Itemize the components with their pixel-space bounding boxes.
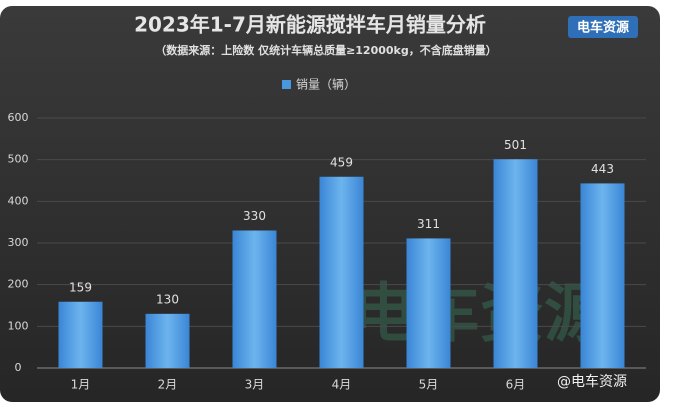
bar [580,183,625,368]
x-tick-label: 5月 [419,378,439,392]
credit: @电车资源 [557,373,627,390]
x-tick-label: 4月 [332,378,352,392]
value-label: 330 [243,209,266,223]
y-tick-label: 200 [8,278,29,291]
bar [493,159,538,368]
value-label: 130 [156,292,179,306]
value-label: 311 [417,217,440,231]
bar [58,301,103,368]
y-tick-label: 0 [15,361,22,374]
bar [406,238,451,368]
value-label: 159 [69,280,92,294]
bar [232,230,277,368]
x-tick-label: 3月 [245,378,265,392]
legend-label: 销量（辆） [296,78,356,92]
value-label: 443 [591,162,614,176]
x-tick-label: 6月 [506,378,526,392]
y-tick-label: 400 [8,194,29,207]
value-label: 459 [330,155,353,169]
value-label: 501 [504,138,527,152]
bar [145,313,190,368]
x-tick-label: 1月 [71,378,91,392]
y-tick-label: 500 [8,153,29,166]
y-tick-label: 100 [8,319,29,332]
x-tick-label: 2月 [158,378,178,392]
chart-title: 2023年1-7月新能源搅拌车月销量分析 [134,13,486,37]
y-tick-label: 600 [8,111,29,124]
chart-subtitle: （数据来源：上险数 仅统计车辆总质量≥12000kg，不含底盘销量） [155,43,497,57]
legend-swatch [282,80,291,89]
y-tick-label: 300 [8,236,29,249]
logo-box [568,16,638,38]
logo: 电车资源 [577,20,629,36]
watermark: 电车资源 [352,278,608,352]
bar [319,176,364,368]
